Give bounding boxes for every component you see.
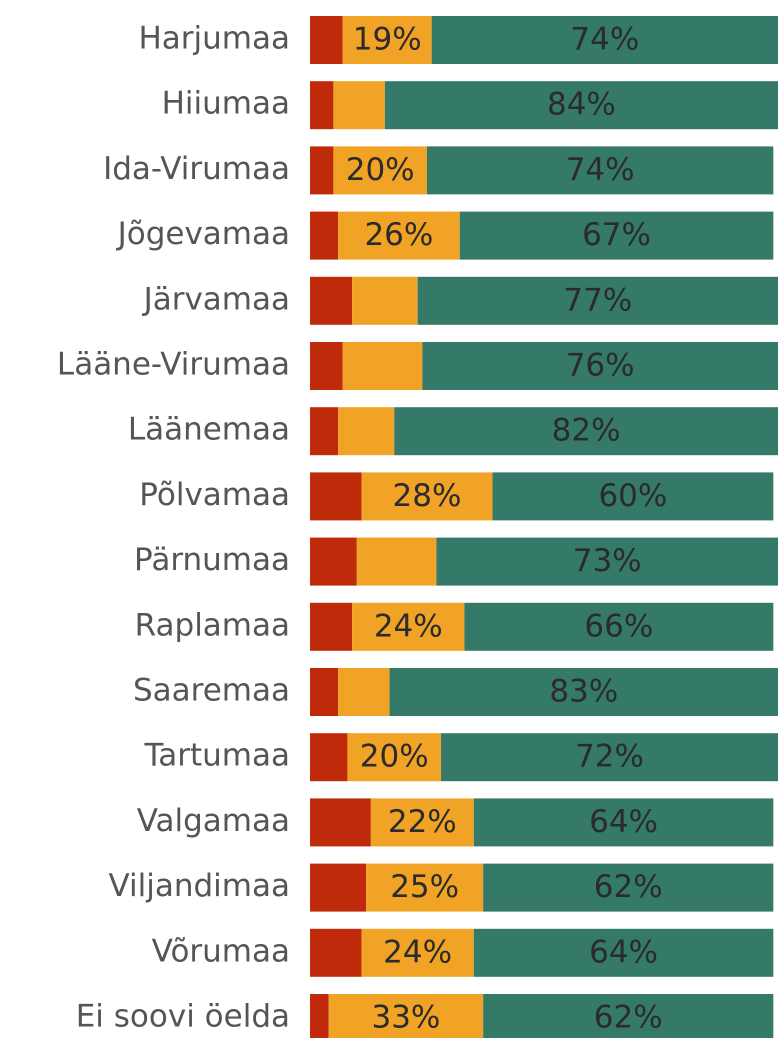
- bar-segment: [310, 733, 348, 782]
- value-label: 74%: [566, 152, 635, 188]
- value-label: 33%: [371, 1000, 440, 1036]
- value-label: 73%: [573, 543, 642, 579]
- value-label: 19%: [353, 22, 422, 58]
- bar-segment: [342, 16, 432, 64]
- bar-segment: [422, 342, 778, 390]
- bar-segment: [473, 928, 774, 977]
- value-label: 60%: [598, 478, 667, 514]
- value-label: 84%: [547, 87, 616, 123]
- bar-segment: [310, 994, 329, 1038]
- category-label: Hiiumaa: [162, 86, 290, 122]
- bar-segment: [310, 16, 343, 64]
- value-label: 28%: [393, 478, 462, 514]
- category-label: Lääne-Virumaa: [57, 347, 290, 383]
- bar-segment: [310, 276, 353, 325]
- category-label: Pärnumaa: [134, 542, 290, 578]
- value-label: 24%: [374, 608, 443, 644]
- value-label: 83%: [549, 674, 618, 710]
- bar-segment: [417, 276, 778, 325]
- value-label: 64%: [589, 804, 658, 840]
- bar-segment: [352, 602, 465, 651]
- bar-segment: [492, 472, 774, 521]
- value-label: 64%: [589, 934, 658, 970]
- bar-segment: [356, 537, 437, 586]
- bar-segment: [310, 81, 334, 130]
- category-label: Viljandimaa: [109, 868, 291, 904]
- bar-segment: [333, 146, 427, 195]
- category-label: Ei soovi öelda: [76, 999, 290, 1035]
- bar-segment: [310, 146, 334, 195]
- bar-segment: [483, 863, 774, 912]
- value-label: 24%: [383, 934, 452, 970]
- bar-segment: [310, 211, 339, 260]
- value-label: 72%: [575, 739, 644, 775]
- bar-segment: [333, 81, 385, 130]
- bar-segment: [338, 407, 395, 456]
- bar-segment: [352, 276, 418, 325]
- bar-segment: [310, 602, 353, 651]
- bar-segment: [427, 146, 774, 195]
- bar-segment: [366, 863, 484, 912]
- value-label: 76%: [566, 348, 635, 384]
- bar-segment: [483, 994, 774, 1038]
- category-label: Jõgevamaa: [116, 216, 290, 252]
- category-label: Saaremaa: [133, 673, 290, 709]
- category-label: Võrumaa: [152, 933, 290, 969]
- bar-segment: [389, 668, 778, 716]
- bar-segment: [347, 733, 442, 782]
- bar-segment: [464, 602, 774, 651]
- category-label: Harjumaa: [138, 21, 290, 57]
- category-label: Ida-Virumaa: [103, 151, 290, 187]
- bar-segment: [310, 668, 339, 716]
- value-label: 82%: [552, 413, 621, 449]
- bar-segment: [370, 798, 474, 847]
- value-label: 25%: [390, 869, 459, 905]
- bar-segment: [394, 407, 778, 456]
- category-label: Põlvamaa: [139, 477, 290, 513]
- bar-segment: [338, 211, 460, 260]
- value-label: 20%: [346, 152, 415, 188]
- bar-segment: [361, 928, 474, 977]
- value-label: 66%: [584, 608, 653, 644]
- category-label: Läänemaa: [128, 412, 290, 448]
- bar-segment: [441, 733, 778, 782]
- bar-segment: [459, 211, 774, 260]
- value-label: 62%: [594, 869, 663, 905]
- bar-segment: [384, 81, 778, 130]
- bar-segment: [328, 994, 484, 1038]
- bar-segment: [338, 668, 390, 716]
- bar-segment: [310, 928, 362, 977]
- bar-segment: [436, 537, 778, 586]
- value-label: 74%: [570, 22, 639, 58]
- bar-segment: [310, 537, 357, 586]
- value-label: 20%: [360, 739, 429, 775]
- value-label: 67%: [582, 217, 651, 253]
- value-label: 22%: [388, 804, 457, 840]
- bar-segment: [310, 863, 367, 912]
- bar-segment: [310, 798, 371, 847]
- category-label: Valgamaa: [137, 803, 290, 839]
- bar-segment: [310, 472, 362, 521]
- bar-segment: [342, 342, 423, 390]
- bar-segment: [431, 16, 778, 64]
- category-label: Raplamaa: [135, 607, 290, 643]
- value-label: 62%: [594, 1000, 663, 1036]
- bar-segment: [310, 407, 339, 456]
- category-label: Järvamaa: [142, 281, 290, 317]
- bar-segment: [361, 472, 493, 521]
- value-label: 26%: [364, 217, 433, 253]
- category-label: Tartumaa: [143, 738, 290, 774]
- bar-segment: [310, 342, 343, 390]
- bar-segment: [473, 798, 774, 847]
- value-label: 77%: [563, 282, 632, 318]
